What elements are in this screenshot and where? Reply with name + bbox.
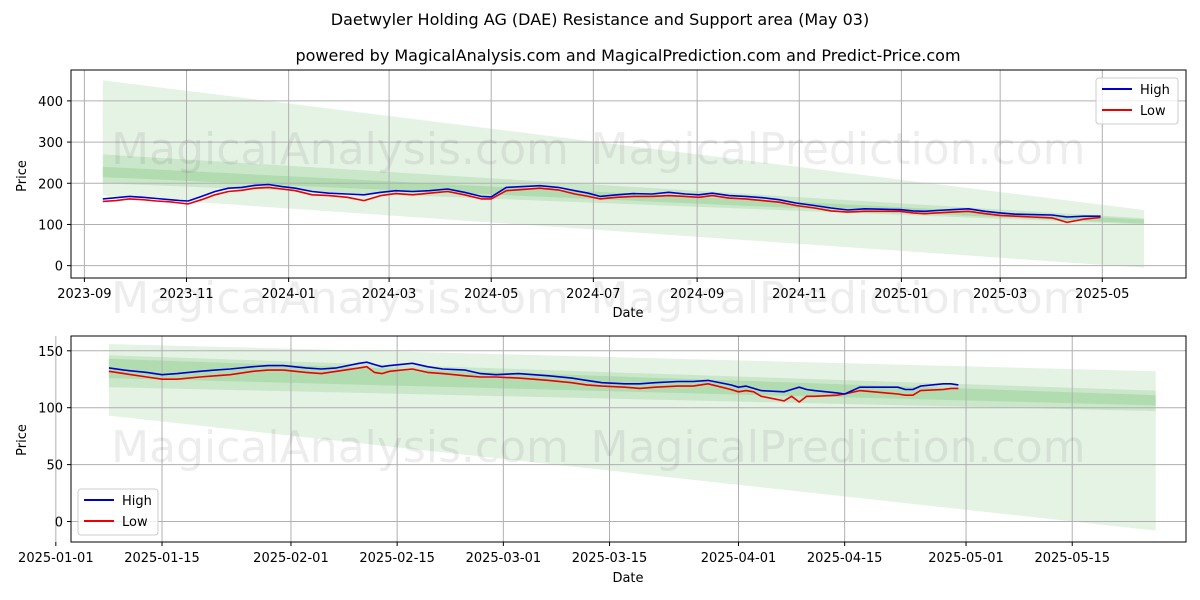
page-subtitle: powered by MagicalAnalysis.com and Magic… xyxy=(295,46,960,65)
y-tick-label: 150 xyxy=(38,345,63,360)
bottom-chart-frame xyxy=(70,335,1187,543)
top-chart-series xyxy=(102,183,1101,224)
band-outer xyxy=(102,80,1145,268)
x-tick-label: 2024-05 xyxy=(464,287,518,302)
top-chart-ylabel: Price xyxy=(15,160,30,192)
watermark-top-1b: MagicalPrediction.com xyxy=(591,124,1086,175)
watermark-bottom-a: MagicalAnalysis.com xyxy=(111,422,569,473)
top-chart-x-ticks: 2023-09 2023-11 2024-01 2024-03 2024-05 2024-… xyxy=(57,278,1129,302)
x-tick-label: 2024-07 xyxy=(566,287,620,302)
top-chart-watermarks: MagicalAnalysis.com MagicalPrediction.co… xyxy=(111,124,1085,324)
x-tick-label: 2025-05-15 xyxy=(1034,551,1110,566)
legend-low-label: Low xyxy=(122,515,148,530)
top-chart-frame xyxy=(70,69,1187,279)
top-chart-grid xyxy=(71,70,1186,278)
y-tick-label: 100 xyxy=(38,218,63,233)
page-title: Daetwyler Holding AG (DAE) Resistance an… xyxy=(331,10,869,29)
x-tick-label: 2025-03-01 xyxy=(466,551,542,566)
x-tick-label: 2023-11 xyxy=(159,287,213,302)
x-tick-label: 2025-03-15 xyxy=(572,551,648,566)
watermark-bottom-b: MagicalPrediction.com xyxy=(591,422,1086,473)
bottom-chart-series xyxy=(108,361,959,403)
y-tick-label: 300 xyxy=(38,136,63,151)
x-tick-label: 2025-03 xyxy=(973,287,1027,302)
x-tick-label: 2025-05-01 xyxy=(928,551,1004,566)
bottom-chart-y-ticks: 0 50 100 150 xyxy=(38,345,71,531)
x-tick-label: 2025-04-01 xyxy=(701,551,777,566)
watermark-top-2a: MagicalAnalysis.com xyxy=(111,273,569,324)
band-middle xyxy=(102,154,1145,225)
watermark-top-2b: MagicalPrediction.com xyxy=(591,273,1086,324)
top-chart: MagicalAnalysis.com MagicalPrediction.co… xyxy=(15,69,1187,324)
y-tick-label: 200 xyxy=(38,177,63,192)
x-tick-label: 2024-11 xyxy=(772,287,826,302)
bottom-chart-legend: High Low xyxy=(77,488,159,536)
series-line-high xyxy=(102,183,1101,218)
watermark-top-1a: MagicalAnalysis.com xyxy=(111,124,569,175)
x-tick-label: 2025-04-15 xyxy=(807,551,883,566)
top-chart-y-ticks: 0 100 200 300 400 xyxy=(38,95,71,275)
x-tick-label: 2023-09 xyxy=(57,287,111,302)
y-tick-label: 50 xyxy=(46,459,63,474)
x-tick-label: 2024-01 xyxy=(261,287,315,302)
series-line-low xyxy=(102,186,1101,224)
x-tick-label: 2025-01-01 xyxy=(18,551,94,566)
y-tick-label: 0 xyxy=(55,260,63,275)
legend-low-label: Low xyxy=(1140,104,1166,119)
series-line-low xyxy=(108,365,959,403)
x-tick-label: 2025-02-15 xyxy=(359,551,435,566)
top-chart-xlabel: Date xyxy=(612,306,643,321)
legend-high-label: High xyxy=(1140,83,1170,98)
y-tick-label: 100 xyxy=(38,402,63,417)
bottom-chart-grid xyxy=(55,336,1186,542)
bottom-chart-ylabel: Price xyxy=(15,424,30,456)
x-tick-label: 2025-01 xyxy=(874,287,928,302)
x-tick-label: 2024-03 xyxy=(362,287,416,302)
legend-high-label: High xyxy=(122,494,152,509)
x-tick-label: 2025-01-15 xyxy=(124,551,200,566)
y-tick-label: 400 xyxy=(38,95,63,110)
x-tick-label: 2024-09 xyxy=(670,287,724,302)
y-tick-label: 0 xyxy=(55,516,63,531)
x-tick-label: 2025-02-01 xyxy=(253,551,329,566)
bottom-chart-x-ticks: 2025-01-01 2025-01-15 2025-02-01 2025-02-15… xyxy=(18,542,1110,566)
bottom-chart-xlabel: Date xyxy=(612,571,643,586)
band-outer xyxy=(108,344,1156,531)
series-line-high xyxy=(108,361,959,395)
top-chart-legend: High Low xyxy=(1095,77,1179,125)
bottom-chart: MagicalAnalysis.com MagicalPrediction.co… xyxy=(15,335,1187,586)
bottom-chart-watermarks: MagicalAnalysis.com MagicalPrediction.co… xyxy=(111,422,1085,473)
x-tick-label: 2025-05 xyxy=(1075,287,1129,302)
